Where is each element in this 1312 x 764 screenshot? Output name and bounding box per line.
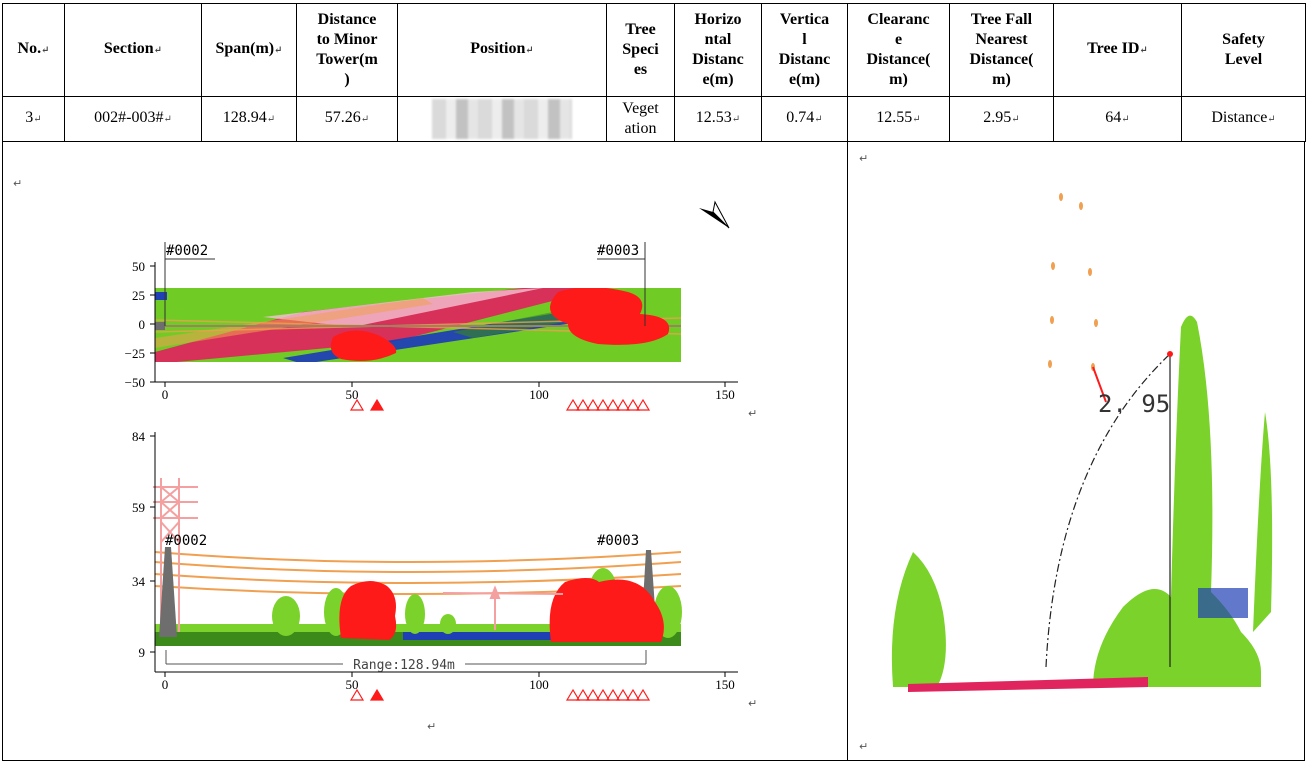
cell-span: 128.94↵ [201, 96, 297, 142]
fall-arc [1045, 353, 1171, 668]
danger-markers [349, 688, 651, 701]
water-points [1198, 588, 1248, 618]
danger-markers [349, 398, 651, 411]
paragraph-mark: ↵ [748, 697, 758, 710]
tower-label-0003: #0003 [597, 243, 639, 259]
tree-fall-detail-view: 2. 95 [891, 193, 1273, 692]
cell-clearance-distance: 12.55↵ [847, 96, 950, 142]
cell-section: 002#-003#↵ [64, 96, 202, 142]
header-span: Span(m)↵ [201, 3, 297, 97]
image-row: ↵ ↵ ↵ ↵ ↵ ↵ [2, 141, 1305, 761]
header-clearance-distance: Clearanc e Distance( m) [847, 3, 950, 97]
top-x-tick: 150 [715, 387, 735, 402]
header-horizontal-distance: Horizo ntal Distanc e(m) [674, 3, 762, 97]
redacted-position [432, 99, 572, 139]
paragraph-mark: ↵ [859, 740, 869, 753]
cell-distance-to-minor-tower: 57.26↵ [296, 96, 398, 142]
side-y-tick: 59 [132, 500, 145, 515]
danger-trees [339, 578, 664, 642]
pylon-left [153, 478, 198, 632]
header-vertical-distance: Vertica l Distanc e(m) [761, 3, 848, 97]
top-x-tick: 50 [346, 387, 359, 402]
header-distance-to-minor-tower: Distance to Minor Tower(m ) [296, 3, 398, 97]
cell-position [397, 96, 607, 142]
nearest-distance-line [1092, 366, 1107, 403]
top-x-tick: 100 [529, 387, 549, 402]
profile-views: 50 25 0 −25 −50 0 50 100 150 #0002 #0003 [125, 200, 738, 701]
cell-horizontal-distance: 12.53↵ [674, 96, 762, 142]
tree-risk-table: No.↵ Section↵ Span(m)↵ Distance to Minor… [2, 3, 1306, 142]
side-y-tick: 84 [132, 429, 146, 444]
paragraph-mark: ↵ [859, 152, 869, 165]
distance-label: 2. 95 [1098, 390, 1170, 418]
cell-tree-id: 64↵ [1053, 96, 1182, 142]
side-view-plot: 84 59 34 9 0 50 100 150 #0002 #0003 Rang… [132, 429, 738, 701]
top-view-plot: 50 25 0 −25 −50 0 50 100 150 #0002 #0003 [125, 242, 738, 411]
top-y-tick: 50 [132, 259, 145, 274]
vegetation [891, 315, 1273, 687]
cell-safety-level: Distance↵ [1181, 96, 1306, 142]
top-y-tick: 0 [139, 317, 146, 332]
header-tree-species: Tree Speci es [606, 3, 675, 97]
cell-tree-fall-nearest-distance: 2.95↵ [949, 96, 1054, 142]
top-x-tick: 0 [162, 387, 169, 402]
cell-tree-species: Veget ation [606, 96, 675, 142]
paragraph-mark: ↵ [427, 720, 437, 733]
top-y-tick: 25 [132, 288, 145, 303]
side-x-tick: 150 [715, 677, 735, 692]
tower-label-0002: #0002 [166, 243, 208, 259]
ground-points [908, 677, 1148, 692]
north-arrow-icon [699, 200, 730, 229]
tower-label-0003: #0003 [597, 533, 639, 549]
pink-gantry [442, 585, 564, 630]
side-y-tick: 9 [139, 645, 146, 660]
range-bracket [165, 650, 647, 665]
header-tree-fall-nearest-distance: Tree Fall Nearest Distance( m) [949, 3, 1054, 97]
header-safety-level: Safety Level [1181, 3, 1306, 97]
header-tree-id: Tree ID↵ [1053, 3, 1182, 97]
header-no: No.↵ [2, 3, 65, 97]
top-y-tick: −50 [125, 375, 145, 390]
header-position: Position↵ [397, 3, 607, 97]
table-row: 3↵ 002#-003#↵ 128.94↵ 57.26↵ Veget ation … [2, 96, 1306, 142]
column-divider [847, 142, 848, 760]
range-label: Range:128.94m [353, 658, 455, 673]
tower-label-0002: #0002 [165, 533, 207, 549]
conductor-points [1048, 193, 1098, 371]
cell-no: 3↵ [2, 96, 65, 142]
paragraph-mark: ↵ [13, 177, 23, 190]
tree-top-point [1167, 351, 1173, 357]
side-y-tick: 34 [132, 574, 146, 589]
side-x-tick: 50 [346, 677, 359, 692]
top-y-tick: −25 [125, 346, 145, 361]
cell-vertical-distance: 0.74↵ [761, 96, 848, 142]
header-section: Section↵ [64, 3, 202, 97]
paragraph-mark: ↵ [748, 407, 758, 420]
side-x-tick: 100 [529, 677, 549, 692]
header-row: No.↵ Section↵ Span(m)↵ Distance to Minor… [2, 3, 1306, 97]
side-x-tick: 0 [162, 677, 169, 692]
